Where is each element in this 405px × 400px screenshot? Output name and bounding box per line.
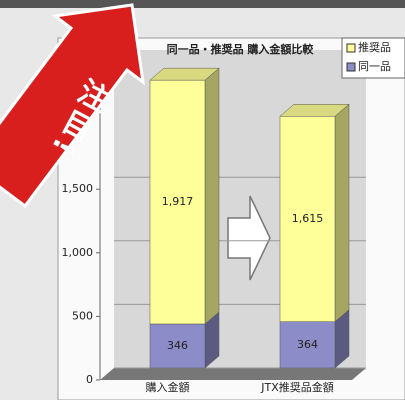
bar-side bbox=[204, 67, 220, 325]
data-label: 346 bbox=[167, 339, 188, 352]
chart-title: 同一品・推奨品 購入金額比較 bbox=[167, 42, 315, 56]
data-label: 1,615 bbox=[292, 212, 324, 225]
bar bbox=[149, 323, 206, 369]
bar-side bbox=[334, 103, 350, 323]
x-tick-label: JTX推奨品金額 bbox=[260, 380, 334, 394]
flow-arrow bbox=[227, 195, 271, 281]
x-tick-label: 購入金額 bbox=[146, 380, 190, 394]
data-label: 364 bbox=[297, 338, 318, 351]
y-tick-label: 1,000 bbox=[62, 246, 94, 259]
legend-swatch bbox=[346, 62, 356, 72]
top-strip bbox=[0, 0, 405, 8]
y-tick-label: 1,500 bbox=[62, 182, 94, 195]
y-tick-label: 0 bbox=[86, 373, 93, 386]
bar bbox=[279, 321, 336, 369]
legend-label: 推奨品 bbox=[358, 40, 391, 54]
bar-top bbox=[149, 67, 220, 81]
legend-swatch bbox=[346, 43, 356, 53]
y-tick-label: 500 bbox=[72, 309, 93, 322]
bar-top bbox=[279, 104, 350, 117]
callout-arrow bbox=[0, 3, 145, 209]
legend-label: 同一品 bbox=[358, 60, 391, 73]
bar bbox=[149, 79, 206, 325]
floor bbox=[100, 368, 366, 380]
bar bbox=[279, 116, 336, 322]
data-label: 1,917 bbox=[162, 195, 194, 208]
